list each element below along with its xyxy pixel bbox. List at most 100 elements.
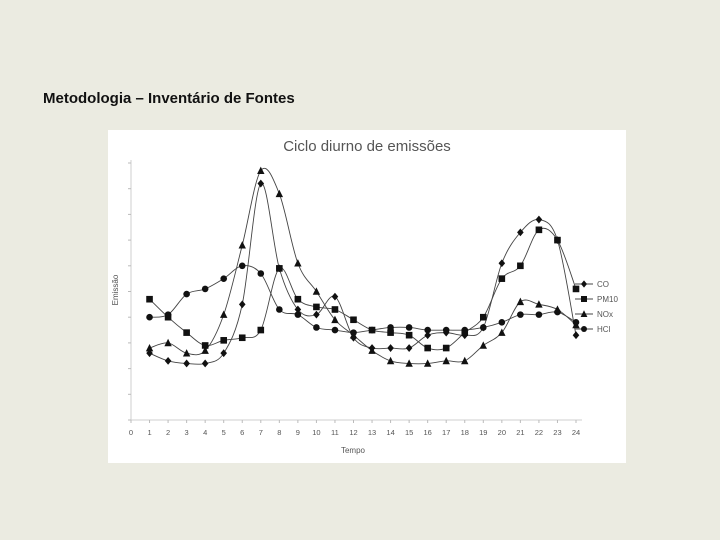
legend-marker-co: [581, 280, 587, 288]
x-tick-label: 10: [312, 428, 320, 437]
emissions-chart: Ciclo diurno de emissões Emissão Tempo 0…: [111, 138, 618, 455]
x-tick-label: 24: [572, 428, 580, 437]
data-point-nox: [331, 315, 339, 324]
x-tick-label: 7: [259, 428, 263, 437]
x-tick-label: 16: [423, 428, 431, 437]
data-point-co: [424, 331, 431, 340]
data-point-nox: [275, 189, 284, 198]
x-tick-label: 8: [277, 428, 281, 437]
legend-marker-pm10: [581, 296, 587, 302]
data-point-hcl: [313, 324, 320, 331]
data-point-co: [164, 356, 172, 365]
data-point-nox: [405, 359, 413, 367]
data-point-hcl: [424, 326, 431, 334]
data-point-hcl: [498, 319, 506, 326]
data-point-pm10: [146, 295, 153, 303]
x-tick-label: 3: [185, 428, 189, 437]
data-point-pm10: [220, 337, 228, 344]
data-point-pm10: [572, 285, 580, 293]
x-tick-label: 11: [331, 428, 339, 437]
data-point-hcl: [350, 329, 357, 336]
legend-label-pm10: PM10: [597, 295, 618, 304]
data-point-co: [535, 215, 543, 224]
data-point-co: [238, 300, 246, 309]
data-point-pm10: [201, 342, 209, 349]
data-point-nox: [220, 310, 228, 318]
data-point-pm10: [554, 236, 561, 244]
data-point-hcl: [257, 270, 265, 277]
x-tick-label: 1: [147, 428, 151, 437]
data-point-pm10: [257, 326, 265, 334]
data-point-nox: [423, 359, 432, 367]
data-point-hcl: [517, 311, 524, 318]
data-point-nox: [312, 287, 321, 295]
legend-label-nox: NOx: [597, 310, 613, 319]
data-point-co: [183, 359, 190, 368]
x-tick-label: 2: [166, 428, 170, 437]
x-tick-label: 9: [296, 428, 300, 437]
series-line-nox: [149, 168, 577, 365]
data-point-co: [387, 344, 394, 352]
legend-marker-nox: [580, 310, 588, 317]
data-point-nox: [386, 356, 395, 365]
data-point-pm10: [442, 344, 450, 352]
x-tick-label: 23: [553, 428, 561, 437]
data-point-hcl: [164, 311, 172, 318]
data-point-nox: [516, 297, 525, 306]
data-point-pm10: [294, 295, 302, 303]
x-tick-label: 5: [222, 428, 226, 437]
data-point-nox: [461, 356, 469, 365]
data-point-hcl: [554, 308, 561, 316]
x-tick-label: 13: [368, 428, 376, 437]
data-point-pm10: [238, 334, 246, 342]
data-point-co: [331, 292, 339, 301]
data-point-pm10: [479, 313, 487, 321]
data-point-pm10: [498, 275, 506, 282]
data-point-co: [405, 344, 413, 352]
x-tick-label: 14: [386, 428, 394, 437]
data-point-nox: [182, 349, 191, 357]
chart-title: Ciclo diurno de emissões: [283, 138, 451, 155]
x-tick-label: 4: [203, 428, 207, 437]
data-point-co: [572, 331, 580, 340]
data-point-nox: [368, 346, 376, 354]
data-point-nox: [164, 338, 172, 347]
legend-label-hcl: HCl: [597, 325, 611, 334]
data-point-hcl: [387, 324, 394, 331]
data-point-pm10: [535, 226, 543, 234]
data-point-hcl: [183, 290, 190, 298]
data-point-pm10: [350, 316, 357, 324]
x-tick-label: 21: [516, 428, 524, 437]
chart-panel: Ciclo diurno de emissões Emissão Tempo 0…: [108, 130, 626, 463]
data-point-pm10: [405, 331, 413, 339]
data-point-nox: [238, 241, 246, 249]
data-point-pm10: [517, 262, 524, 270]
data-point-nox: [201, 346, 209, 354]
data-point-nox: [479, 341, 487, 349]
data-point-co: [313, 310, 320, 319]
legend-marker-hcl: [581, 326, 587, 332]
data-point-nox: [145, 343, 154, 352]
data-point-pm10: [183, 329, 190, 336]
data-point-hcl: [479, 324, 487, 331]
data-point-pm10: [313, 303, 320, 311]
data-point-hcl: [405, 324, 413, 331]
data-point-pm10: [424, 344, 431, 352]
slide-title: Metodologia – Inventário de Fontes: [43, 90, 295, 107]
data-point-co: [257, 179, 265, 188]
data-point-hcl: [146, 313, 153, 321]
data-point-pm10: [276, 265, 283, 272]
legend-label-co: CO: [597, 280, 609, 289]
x-tick-label: 22: [535, 428, 543, 437]
data-point-hcl: [442, 326, 450, 334]
x-tick-label: 18: [461, 428, 469, 437]
data-point-nox: [442, 356, 450, 365]
series-line-co: [149, 183, 577, 365]
data-point-hcl: [238, 262, 246, 270]
data-point-co: [201, 359, 209, 368]
data-point-hcl: [201, 285, 209, 293]
data-point-co: [517, 228, 524, 237]
x-tick-label: 12: [349, 428, 357, 437]
legend: CO PM10 NOx HCl: [575, 280, 618, 334]
x-tick-label: 6: [240, 428, 244, 437]
